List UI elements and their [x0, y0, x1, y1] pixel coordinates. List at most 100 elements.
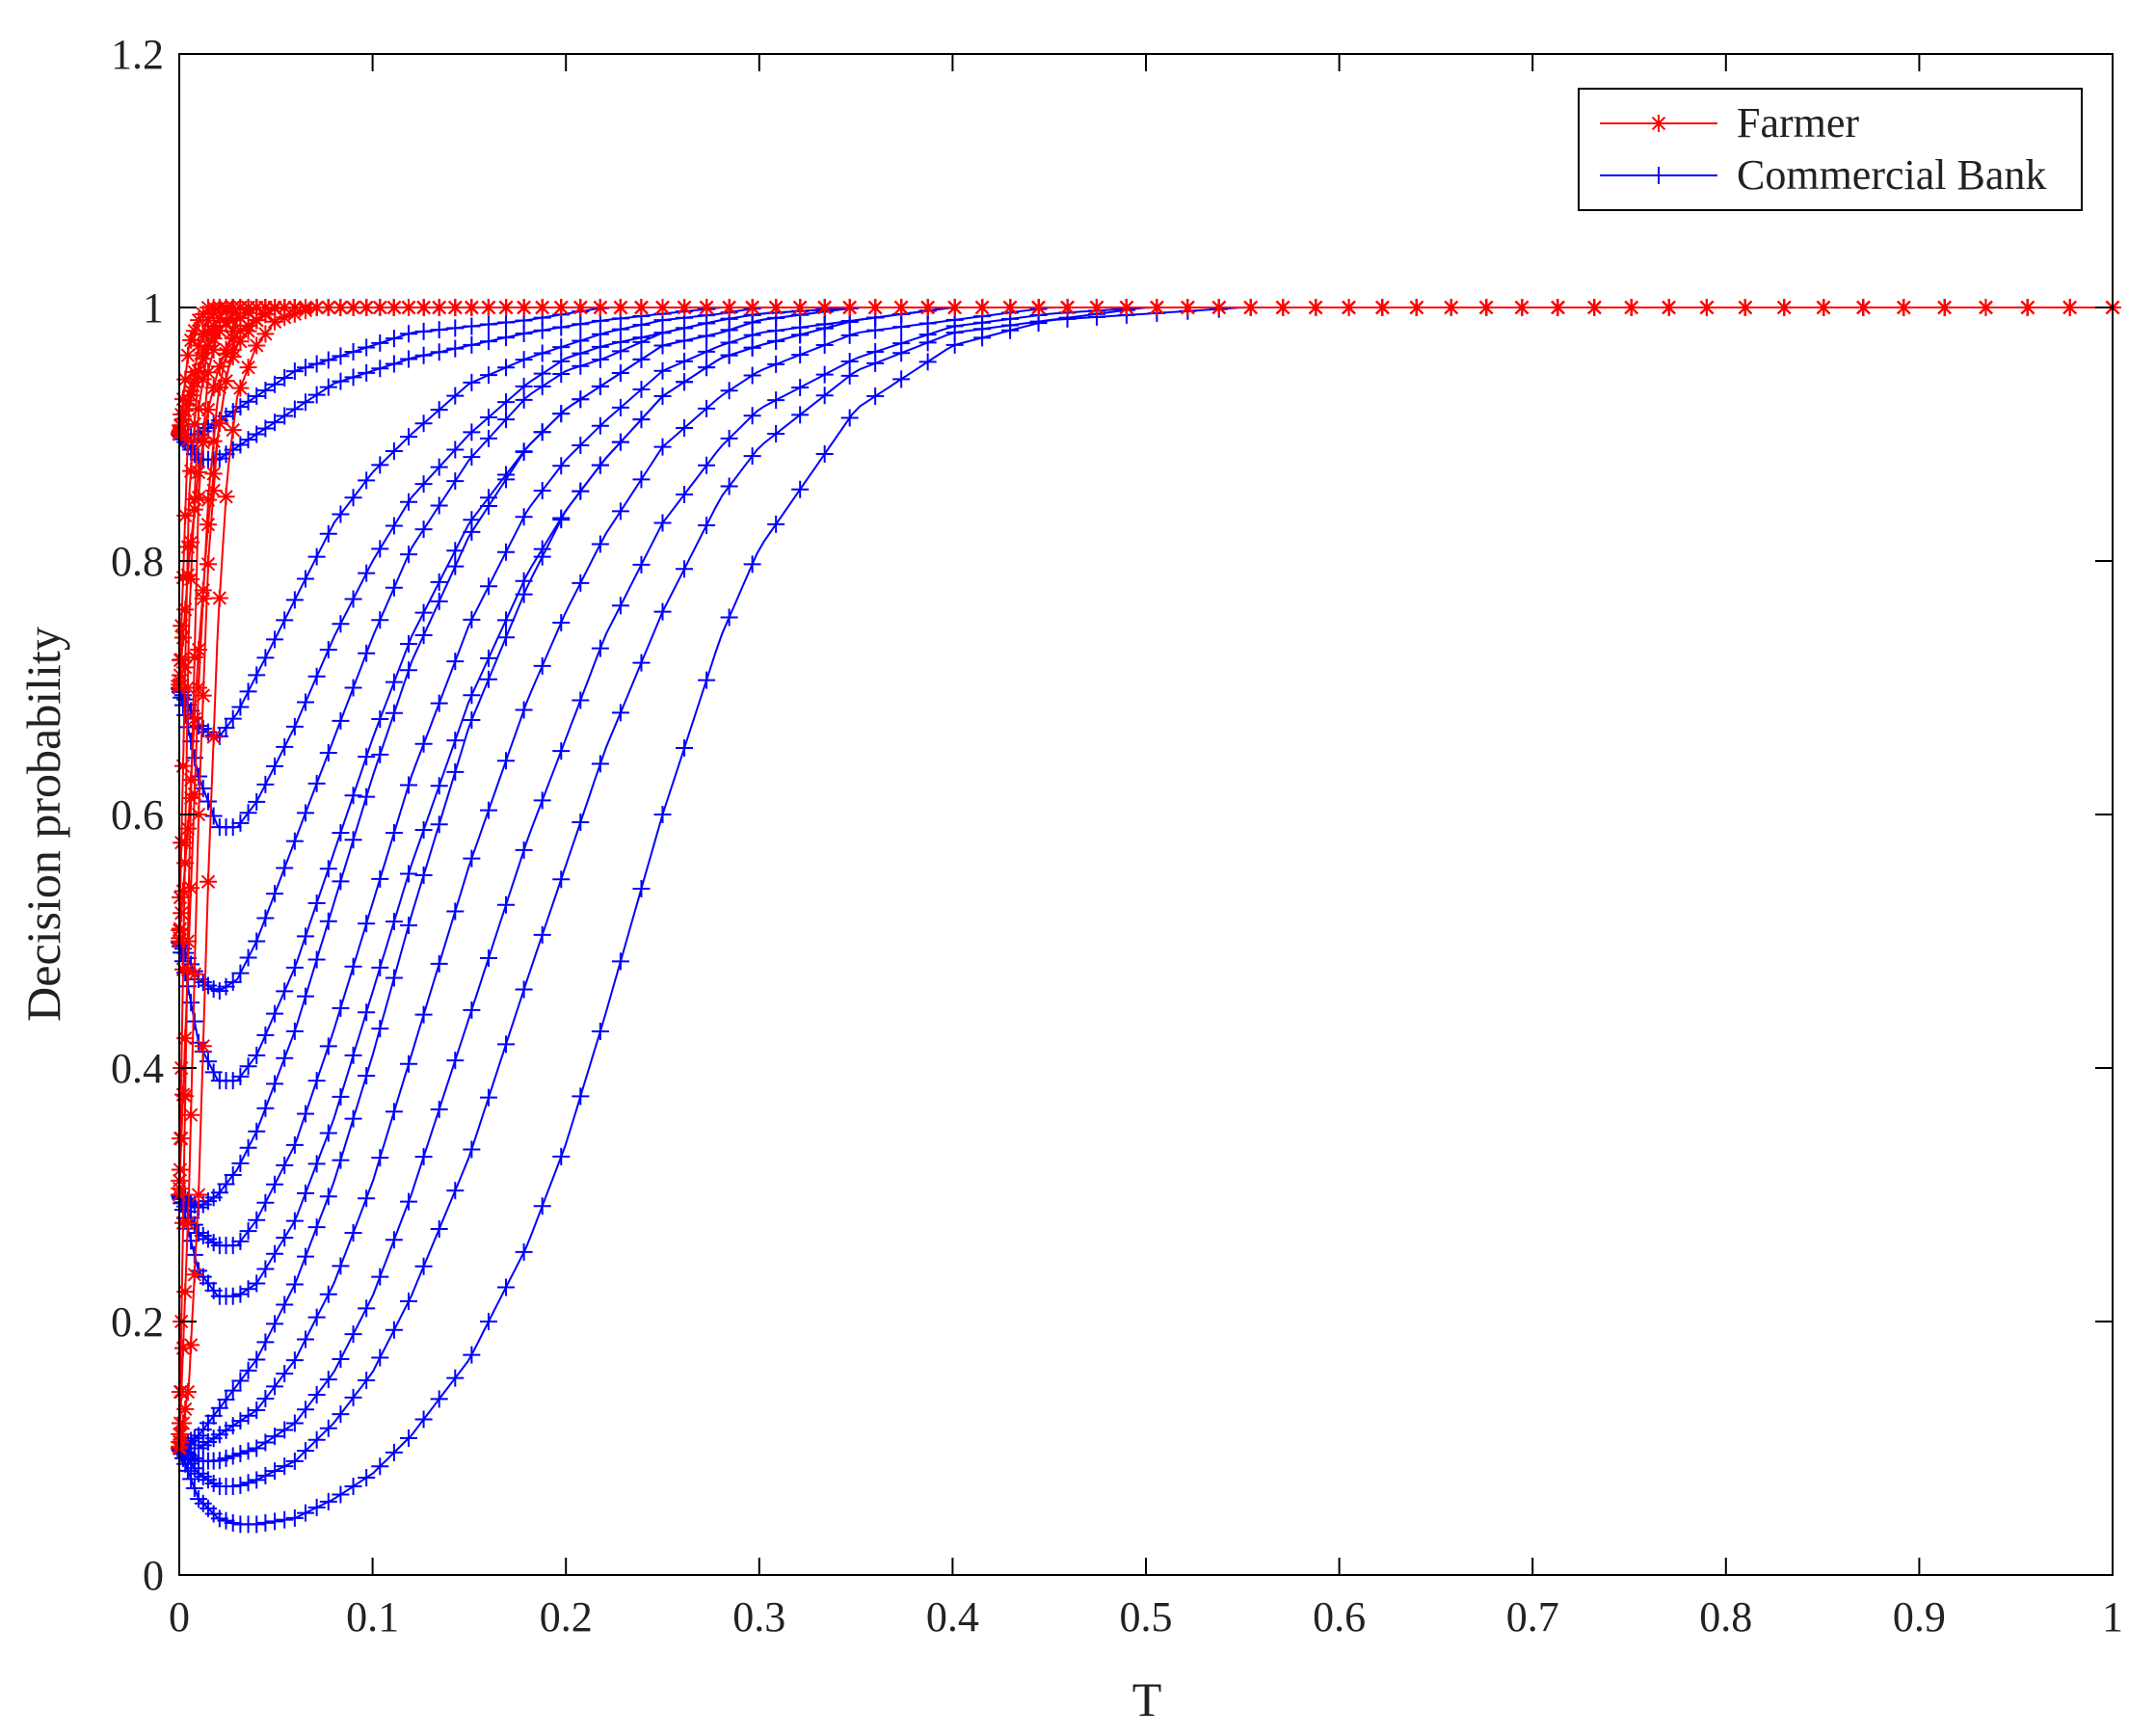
series-farmer-marker-shape	[173, 1085, 192, 1104]
series-commercial-bank-marker	[307, 895, 326, 913]
series-farmer-marker	[1736, 299, 1754, 316]
series-commercial-bank-marker	[248, 1471, 266, 1489]
series-farmer-marker-shape	[204, 481, 223, 499]
series-commercial-bank-marker	[224, 1477, 242, 1495]
series-farmer-marker	[866, 299, 885, 316]
series-commercial-bank-marker-shape	[344, 1109, 362, 1128]
series-commercial-bank-marker-shape	[297, 1330, 315, 1349]
series-farmer-marker-shape	[194, 370, 212, 388]
series-farmer-marker-shape	[224, 311, 242, 330]
series-commercial-bank-marker	[866, 343, 885, 361]
series-farmer-marker	[446, 299, 465, 316]
series-commercial-bank-marker-shape	[385, 673, 403, 691]
series-commercial-bank-marker	[231, 1476, 250, 1494]
series-commercial-bank-marker-shape	[385, 578, 403, 597]
series-farmer-marker	[1477, 299, 1496, 316]
series-commercial-bank-marker-shape	[572, 1087, 590, 1106]
series-commercial-bank-marker-shape	[266, 1004, 284, 1023]
series-farmer-marker-shape	[210, 322, 228, 340]
series-commercial-bank-marker	[767, 355, 785, 373]
series-commercial-bank-marker-shape	[591, 755, 609, 773]
series-farmer-marker	[178, 431, 197, 449]
series-farmer-marker-shape	[239, 304, 257, 322]
series-commercial-bank-marker	[371, 1349, 389, 1367]
series-commercial-bank-marker	[297, 1105, 315, 1123]
series-commercial-bank-marker	[414, 866, 433, 884]
series-commercial-bank-marker	[332, 1257, 350, 1275]
series-farmer-marker-shape	[319, 299, 337, 316]
series-farmer-marker	[231, 379, 250, 397]
series-farmer-marker	[185, 709, 203, 728]
series-farmer-marker-shape	[204, 340, 223, 359]
series-commercial-bank-marker-shape	[332, 347, 350, 365]
series-commercial-bank-marker-shape	[297, 570, 315, 588]
series-farmer-marker	[344, 299, 362, 316]
series-commercial-bank-marker-shape	[815, 365, 834, 384]
series-commercial-bank-marker-shape	[552, 870, 571, 889]
series-farmer-marker-shape	[178, 1383, 197, 1402]
series-commercial-bank-marker-shape	[572, 574, 590, 592]
series-commercial-bank-marker-shape	[285, 1509, 304, 1527]
series-farmer-marker-shape	[515, 299, 533, 316]
series-farmer-marker	[194, 686, 212, 705]
series-commercial-bank-marker	[371, 360, 389, 378]
series-commercial-bank-marker	[319, 1037, 337, 1055]
series-farmer-marker	[210, 322, 228, 340]
series-commercial-bank-marker-shape	[698, 359, 716, 377]
series-farmer-marker	[182, 879, 200, 897]
series-commercial-bank-marker	[371, 1020, 389, 1038]
series-commercial-bank-marker	[572, 814, 590, 832]
series-commercial-bank-marker-shape	[463, 849, 481, 868]
series-commercial-bank-marker	[399, 661, 417, 680]
series-commercial-bank-marker-shape	[190, 1490, 208, 1509]
series-commercial-bank-marker	[591, 755, 609, 773]
series-commercial-bank-marker	[611, 597, 629, 615]
series-commercial-bank-marker-shape	[276, 611, 294, 629]
series-commercial-bank-marker-shape	[256, 1333, 275, 1351]
series-farmer-marker-shape	[185, 322, 203, 340]
series-commercial-bank-marker-shape	[371, 1149, 389, 1167]
series-farmer-marker-shape	[399, 299, 417, 316]
series-commercial-bank-marker	[446, 542, 465, 560]
series-farmer-marker-shape	[199, 491, 217, 509]
series-commercial-bank-marker-shape	[256, 1433, 275, 1452]
series-commercial-bank-marker-shape	[399, 635, 417, 654]
series-commercial-bank-marker	[217, 977, 235, 996]
series-farmer-marker-shape	[1210, 299, 1228, 316]
series-commercial-bank-marker	[533, 344, 551, 362]
series-commercial-bank-marker-shape	[276, 369, 294, 387]
series-farmer-marker-shape	[190, 641, 208, 659]
series-commercial-bank-marker	[297, 987, 315, 1005]
series-commercial-bank-marker-shape	[479, 366, 497, 385]
series-commercial-bank-marker	[533, 1197, 551, 1215]
series-commercial-bank-marker-shape	[276, 1295, 294, 1314]
series-commercial-bank-marker-shape	[266, 757, 284, 775]
series-commercial-bank-marker	[446, 472, 465, 491]
series-commercial-bank-marker	[414, 521, 433, 539]
series-commercial-bank-marker	[414, 1257, 433, 1275]
series-commercial-bank-marker-shape	[231, 698, 250, 716]
series-farmer-marker	[190, 311, 208, 330]
series-farmer-marker	[399, 299, 417, 316]
series-commercial-bank-marker-shape	[332, 999, 350, 1017]
series-farmer-marker	[190, 361, 208, 380]
series-commercial-bank-marker	[533, 656, 551, 675]
series-farmer-marker	[173, 1414, 192, 1432]
series-commercial-bank-marker	[344, 787, 362, 805]
series-farmer-marker	[1117, 299, 1135, 316]
series-commercial-bank-marker-shape	[840, 409, 859, 427]
series-commercial-bank-marker	[430, 573, 448, 591]
series-commercial-bank-marker-shape	[611, 433, 629, 451]
series-commercial-bank-marker-shape	[552, 457, 571, 475]
series-commercial-bank-marker	[266, 757, 284, 775]
series-commercial-bank-marker	[515, 701, 533, 719]
series-commercial-bank-marker	[446, 557, 465, 575]
series-commercial-bank-marker-shape	[358, 338, 376, 357]
series-commercial-bank-marker	[224, 1513, 242, 1532]
x-tick-label: 0.4	[926, 1593, 979, 1641]
series-farmer-marker-shape	[1340, 299, 1358, 316]
series-commercial-bank-marker-shape	[297, 693, 315, 711]
series-commercial-bank-marker-shape	[231, 1372, 250, 1390]
series-commercial-bank-marker	[572, 1087, 590, 1106]
series-commercial-bank-marker	[497, 752, 516, 770]
